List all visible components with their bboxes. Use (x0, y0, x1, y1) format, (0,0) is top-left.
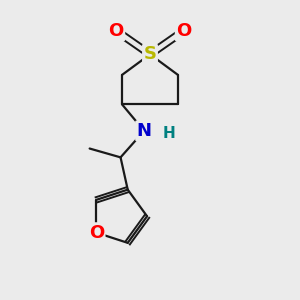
Text: O: O (176, 22, 191, 40)
Text: O: O (109, 22, 124, 40)
Text: O: O (89, 224, 104, 242)
Text: N: N (136, 122, 152, 140)
Text: S: S (143, 45, 157, 63)
Text: H: H (163, 126, 175, 141)
